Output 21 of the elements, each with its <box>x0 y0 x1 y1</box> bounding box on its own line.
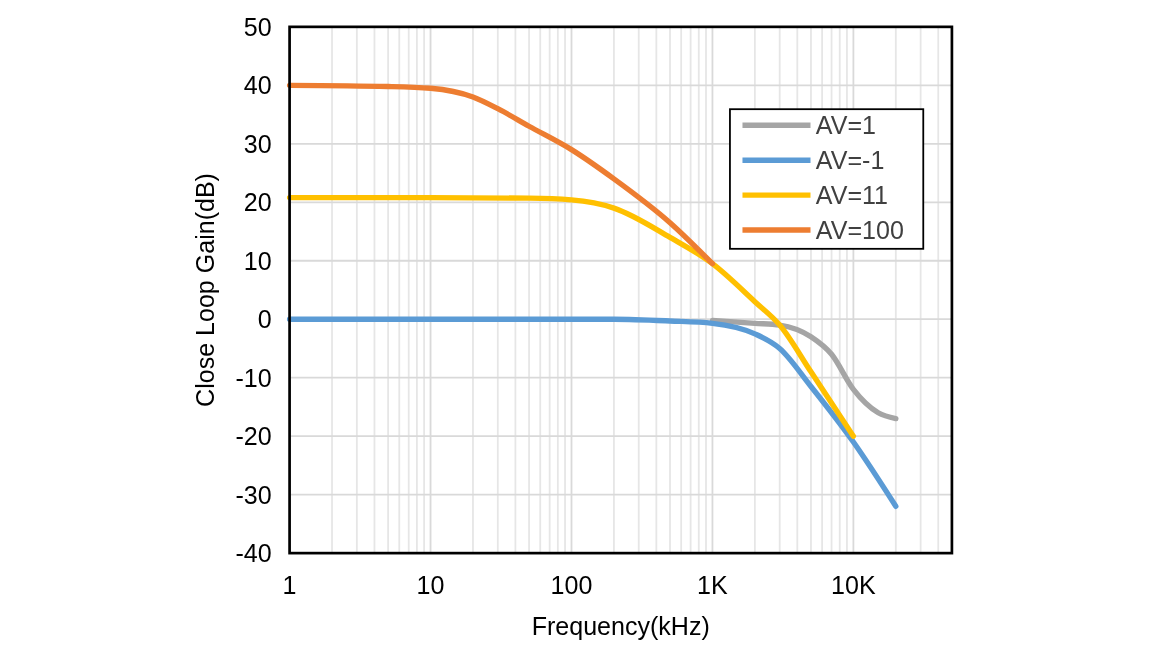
y-tick-label: 40 <box>243 71 272 100</box>
x-tick-label: 10K <box>831 571 876 600</box>
y-tick-label: -30 <box>235 480 272 509</box>
y-tick-label: 10 <box>243 246 272 275</box>
x-tick-label: 100 <box>550 571 593 600</box>
x-tick-label: 10 <box>416 571 445 600</box>
y-axis-title: Close Loop Gain(dB) <box>191 173 220 407</box>
legend-label: AV=11 <box>815 181 889 210</box>
x-tick-label: 1K <box>697 571 729 600</box>
y-tick-label: 0 <box>257 305 272 334</box>
y-tick-label: -10 <box>235 363 272 392</box>
legend-label: AV=100 <box>815 215 904 244</box>
y-tick-label: 20 <box>243 188 272 217</box>
y-tick-label: 50 <box>243 12 272 41</box>
y-tick-label: -20 <box>235 422 272 451</box>
y-tick-label: 30 <box>243 129 272 158</box>
legend-label: AV=-1 <box>815 146 885 175</box>
y-tick-label: -40 <box>235 539 272 568</box>
legend-label: AV=1 <box>815 111 876 140</box>
x-tick-label: 1 <box>282 571 297 600</box>
x-axis-title: Frequency(kHz) <box>531 612 710 641</box>
